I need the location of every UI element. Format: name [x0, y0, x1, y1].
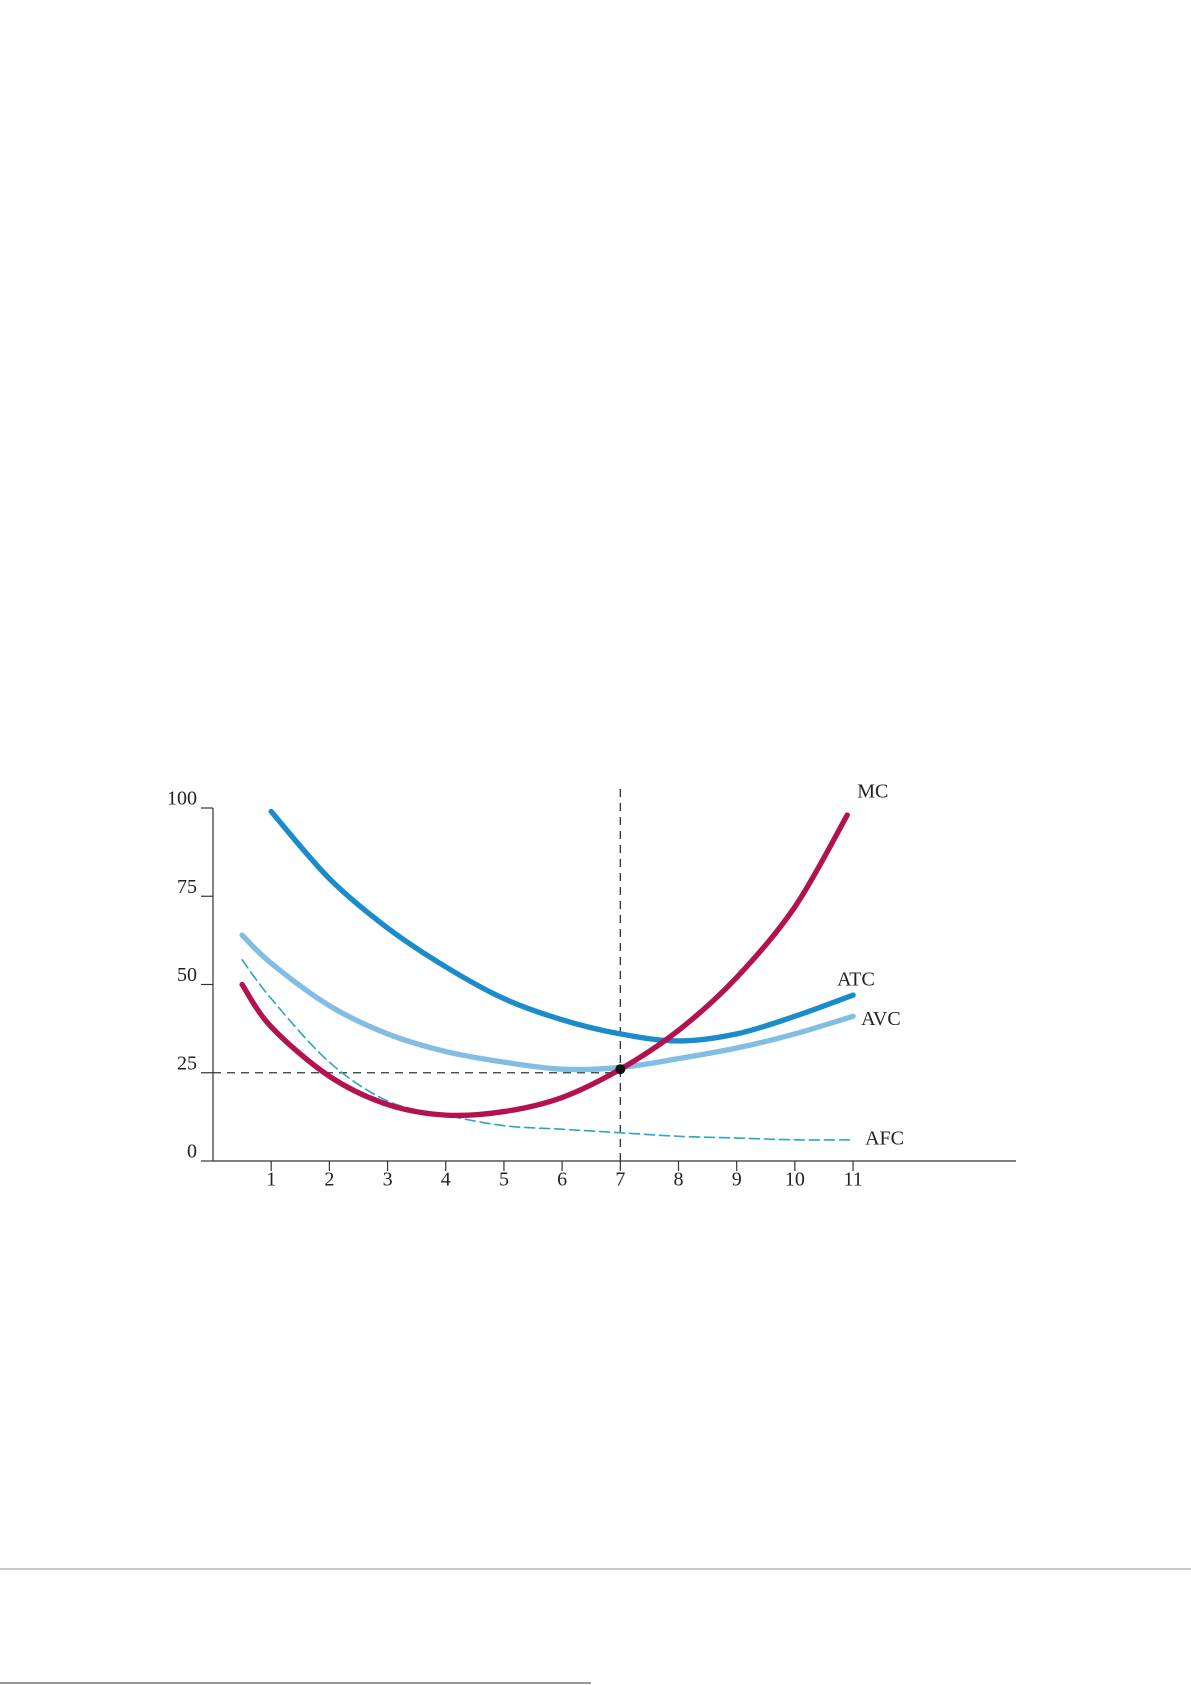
series-label: AFC [865, 1127, 904, 1149]
series-line [241, 958, 854, 1141]
x-tick-label: 1 [266, 1169, 276, 1191]
x-tick-label: 6 [557, 1169, 567, 1191]
x-tick-label: 8 [674, 1169, 684, 1191]
x-tick-label: 5 [499, 1169, 509, 1191]
series-line [268, 808, 856, 1044]
series-label: MC [857, 781, 888, 803]
x-tick-label: 11 [843, 1169, 862, 1191]
x-tick-label: 4 [441, 1169, 451, 1191]
series-line [239, 932, 856, 1073]
y-tick-label: 75 [177, 876, 197, 898]
x-tick-label: 9 [732, 1169, 742, 1191]
y-tick-label: 0 [187, 1141, 197, 1163]
y-tick-label: 50 [177, 964, 197, 986]
y-tick-label: 100 [167, 788, 197, 810]
x-tick-label: 3 [383, 1169, 393, 1191]
x-tick-label: 10 [785, 1169, 805, 1191]
series-label: AVC [861, 1008, 901, 1030]
intersection-point [615, 1064, 626, 1075]
x-tick-label: 7 [615, 1169, 625, 1191]
series-line [239, 812, 850, 1119]
series-label: ATC [837, 969, 875, 991]
y-tick-label: 25 [177, 1052, 197, 1074]
x-tick-label: 2 [324, 1169, 334, 1191]
